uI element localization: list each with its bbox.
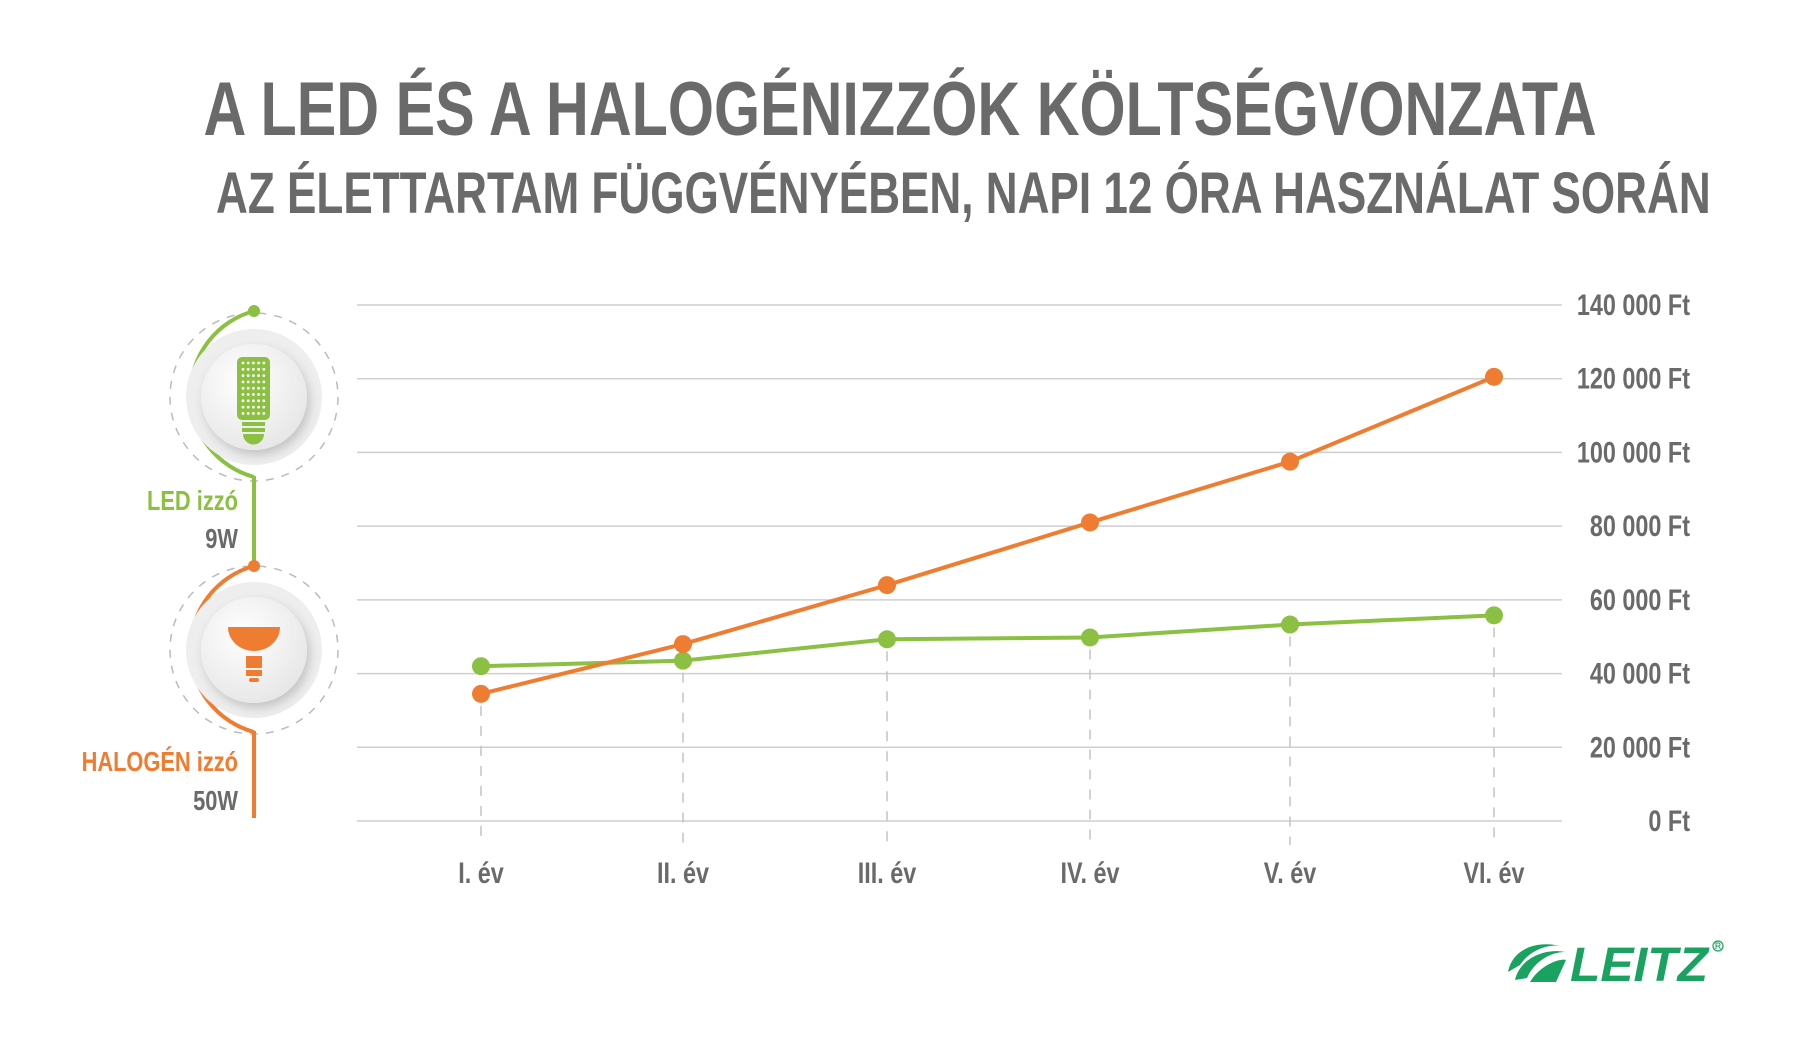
leitz-swoosh-icon bbox=[1508, 944, 1566, 982]
data-point-led bbox=[878, 630, 896, 649]
x-tick-label: III. év bbox=[858, 856, 917, 889]
y-tick-label: 40 000 Ft bbox=[1590, 657, 1690, 690]
logo-text: LEITZ bbox=[1570, 939, 1710, 992]
x-tick-label: I. év bbox=[458, 856, 504, 889]
x-tick-label: V. év bbox=[1264, 856, 1317, 889]
series-line-led bbox=[480, 613, 1495, 669]
registered-mark-icon bbox=[1712, 940, 1724, 952]
legend-led: LED izzó 9W bbox=[147, 305, 339, 567]
legend-halogen-power: 50W bbox=[193, 785, 238, 816]
series-line-halogen bbox=[480, 375, 1495, 696]
chart-subtitle: AZ ÉLETTARTAM FÜGGVÉNYÉBEN, NAPI 12 ÓRA … bbox=[216, 161, 1711, 226]
data-point-halogen bbox=[878, 576, 896, 595]
legend-halogen: HALOGÉN izzó 50W bbox=[82, 560, 339, 818]
y-tick-label: 60 000 Ft bbox=[1590, 583, 1690, 616]
x-tick-label: VI. év bbox=[1463, 856, 1524, 889]
y-tick-label: 140 000 Ft bbox=[1577, 288, 1690, 321]
y-tick-label: 20 000 Ft bbox=[1590, 731, 1690, 764]
data-point-led bbox=[472, 657, 490, 676]
y-tick-label: 0 Ft bbox=[1648, 804, 1690, 837]
leitz-logo: LEITZ bbox=[1508, 939, 1724, 992]
data-point-led bbox=[1485, 606, 1503, 625]
x-tick-label: II. év bbox=[657, 856, 709, 889]
legend-led-power: 9W bbox=[205, 523, 238, 554]
data-point-halogen bbox=[1281, 452, 1299, 471]
x-tick-label: IV. év bbox=[1061, 856, 1120, 889]
data-point-led bbox=[1081, 628, 1099, 647]
legend-halogen-label: HALOGÉN izzó bbox=[82, 745, 238, 777]
data-point-led bbox=[1281, 615, 1299, 634]
legend-led-label: LED izzó bbox=[147, 485, 238, 516]
y-tick-label: 120 000 Ft bbox=[1577, 362, 1690, 395]
led-bulb-icon bbox=[237, 357, 270, 445]
y-tick-label: 100 000 Ft bbox=[1577, 436, 1690, 469]
data-point-halogen bbox=[674, 635, 692, 654]
data-point-led bbox=[674, 651, 692, 670]
halogen-bulb-icon bbox=[228, 627, 280, 682]
data-point-halogen bbox=[1081, 513, 1099, 532]
y-tick-label: 80 000 Ft bbox=[1590, 509, 1690, 542]
data-point-halogen bbox=[472, 684, 490, 703]
chart-title: A LED ÉS A HALOGÉNIZZÓK KÖLTSÉGVONZATA bbox=[203, 67, 1597, 152]
data-point-halogen bbox=[1485, 367, 1503, 386]
